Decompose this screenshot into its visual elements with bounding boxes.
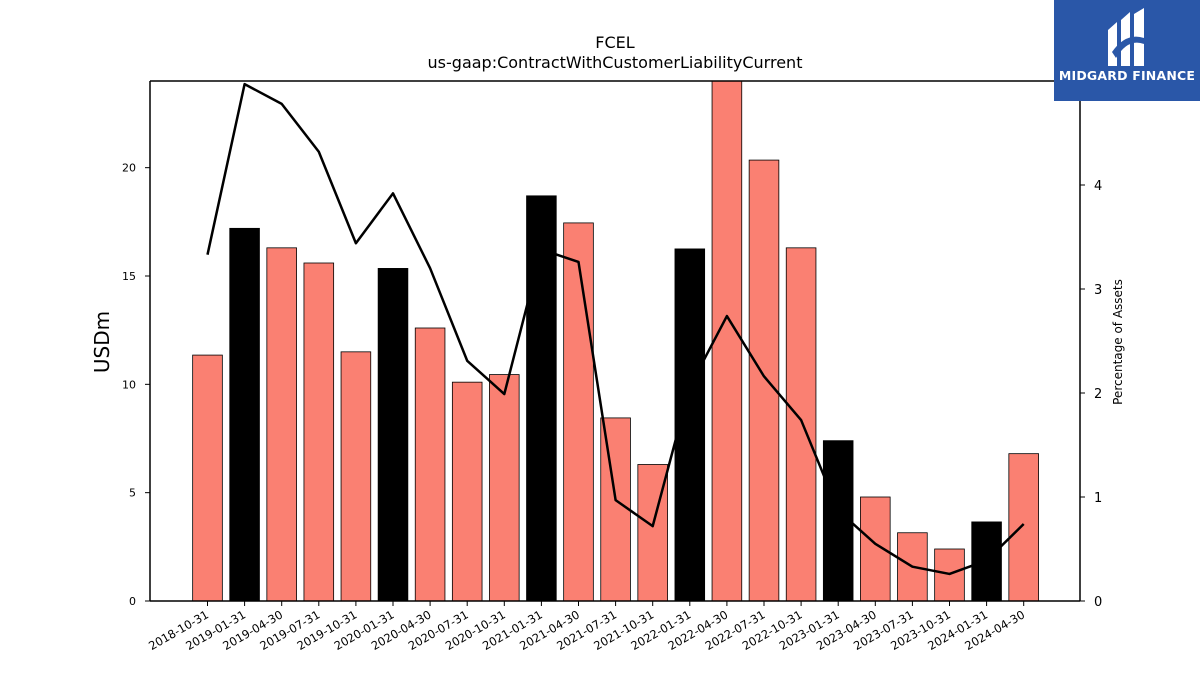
bar [414, 327, 446, 602]
bar [303, 262, 335, 602]
bar [192, 354, 223, 602]
y2-tick-label: 0 [1094, 595, 1102, 610]
bar [266, 247, 297, 602]
bar [600, 417, 631, 602]
bars-group [192, 80, 1039, 602]
line-group [206, 82, 1025, 576]
y-tick-label: 10 [122, 378, 136, 391]
bar [1008, 453, 1039, 602]
brand-logo: MIDGARD FINANCE [1054, 0, 1200, 101]
bar [748, 159, 780, 602]
y2-tick-label: 4 [1094, 179, 1102, 194]
y2-axis-label: Percentage of Assets [1111, 279, 1125, 405]
chart-title: FCEL [595, 33, 634, 52]
bar [526, 195, 557, 602]
bar [711, 80, 743, 602]
y-tick-label: 15 [122, 270, 136, 283]
y2-tick-label: 3 [1094, 283, 1102, 298]
chart-subtitle: us-gaap:ContractWithCustomerLiabilityCur… [428, 53, 803, 72]
brand-mark-icon [1108, 8, 1144, 66]
bar [489, 374, 520, 602]
bar [377, 268, 409, 602]
brand-name: MIDGARD FINANCE [1058, 68, 1196, 83]
y-tick-label: 0 [129, 595, 136, 608]
y2-tick-label: 1 [1094, 491, 1102, 506]
y-tick-label: 20 [122, 162, 136, 175]
percentage-line [206, 82, 1025, 576]
y-tick-label: 5 [129, 487, 136, 500]
y-axis-label: USDm [90, 311, 114, 373]
y2-tick-label: 2 [1094, 387, 1102, 402]
bar [340, 351, 372, 602]
bar [229, 227, 260, 602]
bar [785, 247, 817, 602]
bar [563, 222, 594, 602]
bar [451, 381, 483, 602]
